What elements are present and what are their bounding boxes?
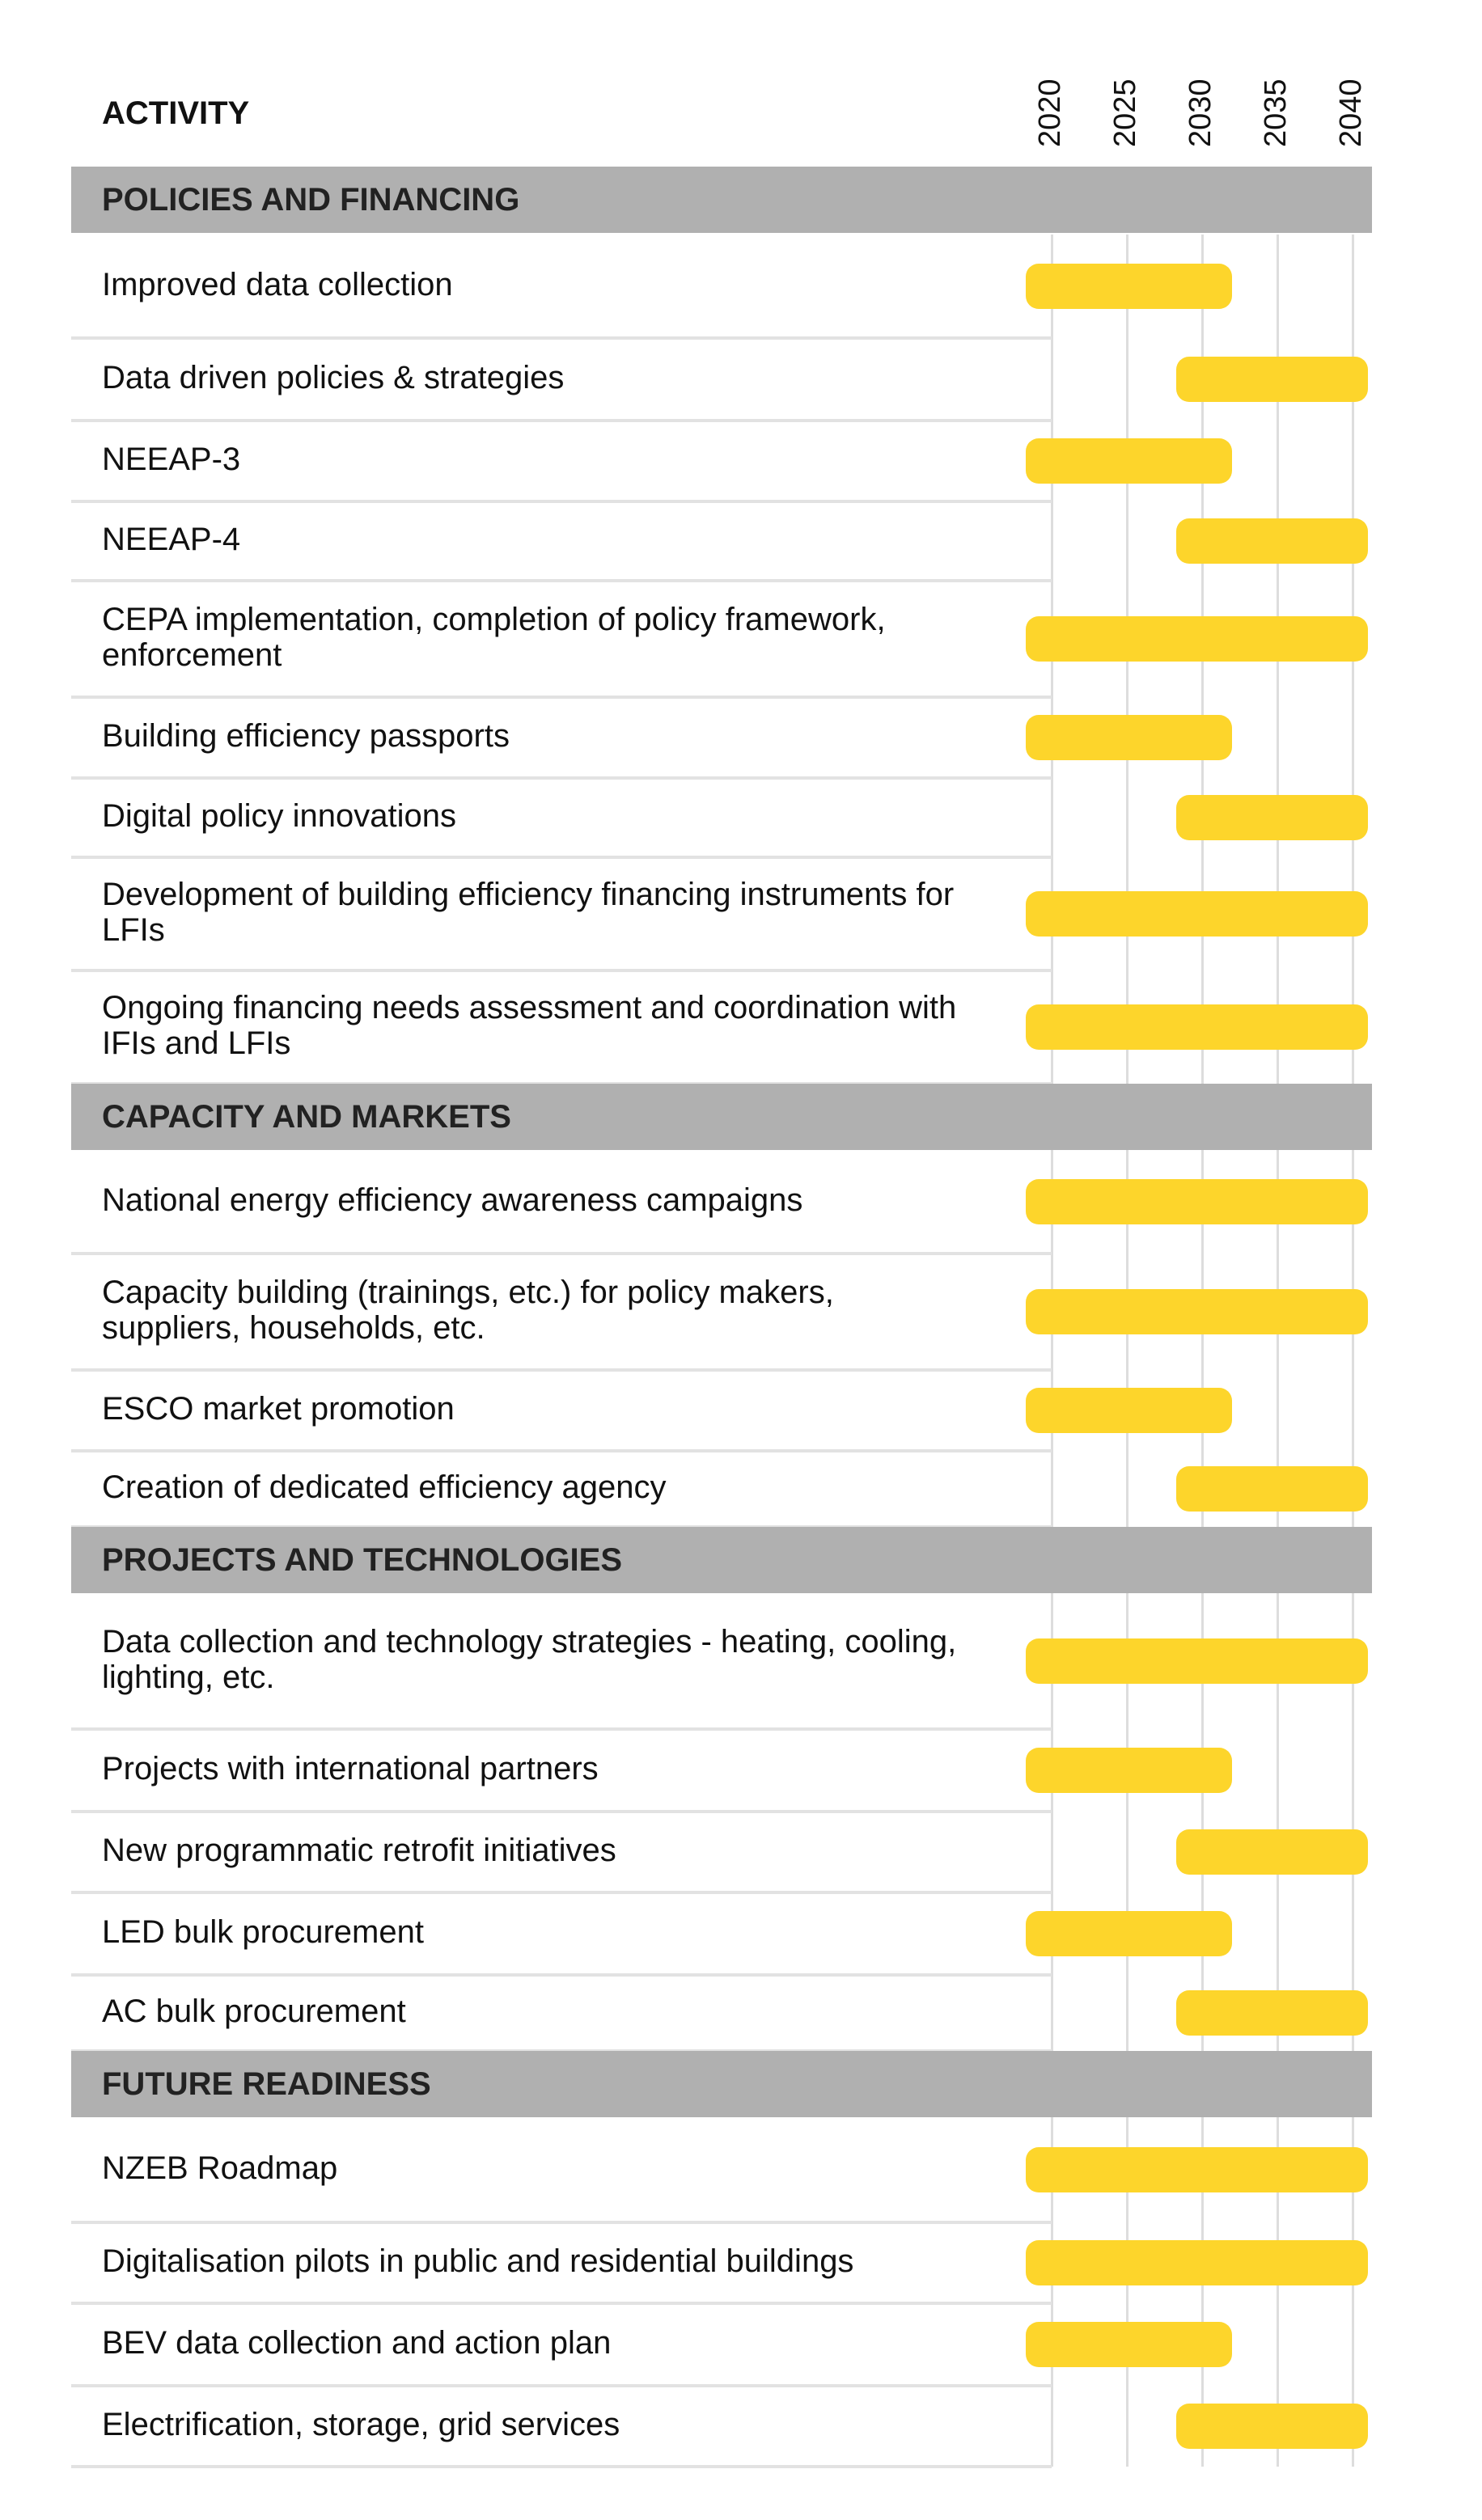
timeline-bar [1026,438,1233,484]
timeline-bar [1026,715,1233,760]
row-divider [71,1252,1052,1255]
activity-label: CEPA implementation, completion of polic… [102,602,886,673]
row-divider [71,1810,1052,1813]
row-divider [71,856,1052,859]
row-divider [71,776,1052,780]
timeline-bar [1176,795,1368,840]
year-tick-label: 2020 [1033,78,1067,147]
timeline-bar [1026,1911,1233,1956]
timeline-bar [1026,1638,1368,1684]
timeline-bar [1026,1004,1368,1050]
row-divider [71,500,1052,503]
activity-label: Electrification, storage, grid services [102,2407,620,2442]
section-header: FUTURE READINESS [71,2051,1372,2117]
timeline-bar [1176,1829,1368,1875]
timeline-bar [1026,2322,1233,2367]
year-gridline [1277,235,1279,2467]
year-gridline [1051,235,1053,2467]
activity-label: LED bulk procurement [102,1914,424,1950]
timeline-bar [1026,616,1368,662]
row-divider [71,2221,1052,2224]
row-divider [71,419,1052,422]
activity-label: NEEAP-3 [102,442,241,477]
timeline-bar [1026,2147,1368,2192]
activity-label: AC bulk procurement [102,1994,406,2029]
timeline-bar [1176,518,1368,564]
activity-label: Development of building efficiency finan… [102,877,955,948]
row-divider [71,1973,1052,1977]
activity-label: Digitalisation pilots in public and resi… [102,2243,854,2279]
timeline-bar [1026,1748,1233,1793]
section-title: POLICIES AND FINANCING [102,182,520,218]
row-divider [71,2465,1052,2468]
activity-label: NEEAP-4 [102,522,241,557]
activity-label: Improved data collection [102,267,453,302]
activity-label: Ongoing financing needs assessment and c… [102,990,957,1061]
activity-label: BEV data collection and action plan [102,2325,612,2361]
section-title: PROJECTS AND TECHNOLOGIES [102,1542,623,1578]
row-divider [71,969,1052,972]
activity-label: Digital policy innovations [102,798,457,834]
section-title: CAPACITY AND MARKETS [102,1099,511,1135]
year-gridline [1201,235,1204,2467]
timeline-bar [1026,1388,1233,1433]
row-divider [71,696,1052,699]
row-divider [71,2302,1052,2305]
activity-label: Capacity building (trainings, etc.) for … [102,1275,834,1346]
row-divider [71,579,1052,582]
row-divider [71,1449,1052,1452]
activity-label: National energy efficiency awareness cam… [102,1182,803,1218]
activity-label: NZEB Roadmap [102,2150,338,2186]
row-divider [71,1727,1052,1731]
activity-label: Creation of dedicated efficiency agency [102,1469,667,1505]
year-tick-label: 2030 [1183,78,1217,147]
year-tick-label: 2035 [1259,78,1293,147]
section-header: POLICIES AND FINANCING [71,167,1372,233]
timeline-bar [1026,264,1233,309]
timeline-bar [1176,1466,1368,1512]
activity-label: Building efficiency passports [102,718,510,754]
section-header: PROJECTS AND TECHNOLOGIES [71,1527,1372,1593]
row-divider [71,1368,1052,1372]
timeline-bar [1026,1179,1368,1224]
activity-column-header: ACTIVITY [102,95,250,131]
timeline-bar [1176,357,1368,402]
activity-label: Data driven policies & strategies [102,360,565,395]
activity-label: Data collection and technology strategie… [102,1624,957,1695]
section-header: CAPACITY AND MARKETS [71,1084,1372,1150]
activity-label: ESCO market promotion [102,1391,455,1427]
timeline-bar [1176,2404,1368,2449]
timeline-bar [1176,1990,1368,2036]
year-tick-label: 2025 [1108,78,1142,147]
section-title: FUTURE READINESS [102,2066,431,2102]
activity-label: New programmatic retrofit initiatives [102,1833,616,1868]
year-gridline [1352,235,1354,2467]
row-divider [71,1891,1052,1894]
row-divider [71,336,1052,340]
year-tick-label: 2040 [1334,78,1368,147]
activity-label: Projects with international partners [102,1751,599,1786]
timeline-bar [1026,1289,1368,1334]
timeline-bar [1026,891,1368,937]
row-divider [71,2384,1052,2387]
year-gridline [1126,235,1128,2467]
timeline-bar [1026,2240,1368,2285]
